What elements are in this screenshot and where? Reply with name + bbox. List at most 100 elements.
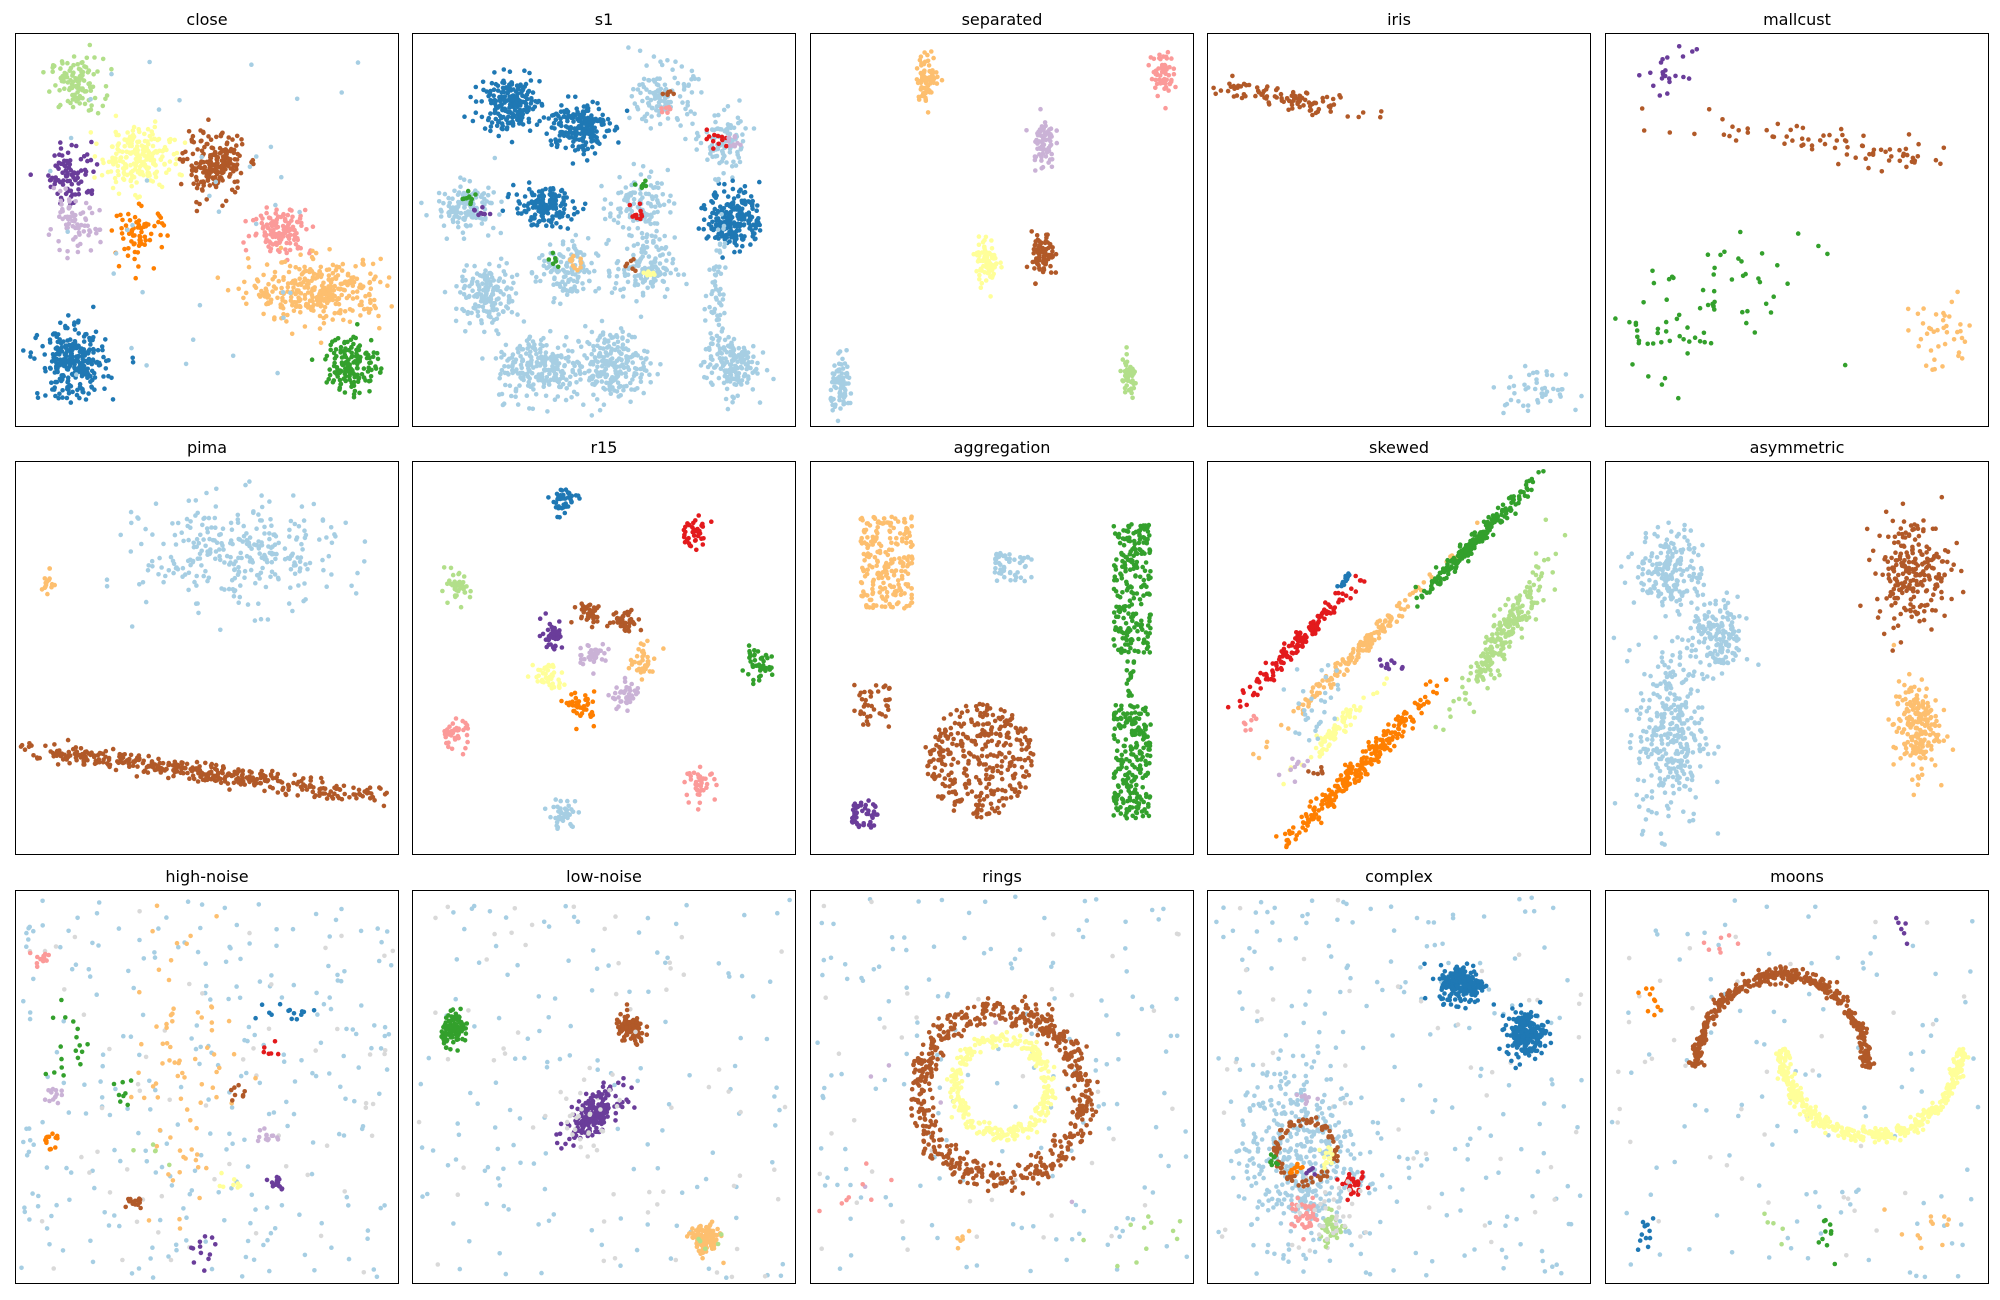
data-point — [616, 214, 622, 219]
data-point — [1641, 300, 1646, 305]
data-point — [541, 115, 547, 120]
data-point — [1124, 345, 1129, 350]
data-point — [732, 239, 738, 245]
data-point — [88, 373, 93, 379]
data-point — [60, 216, 65, 222]
data-point — [708, 354, 714, 359]
data-point — [1634, 328, 1640, 333]
data-point — [1261, 88, 1267, 94]
data-point — [125, 130, 130, 135]
data-point — [569, 217, 574, 222]
data-point — [499, 349, 504, 355]
data-point — [571, 253, 576, 259]
data-point — [282, 216, 288, 222]
data-point — [1630, 362, 1635, 367]
data-point — [1046, 148, 1052, 154]
data-point — [578, 144, 584, 149]
data-point — [555, 364, 560, 369]
data-point — [235, 185, 240, 190]
data-point — [744, 351, 749, 356]
data-point — [1687, 339, 1692, 344]
data-point — [1049, 157, 1055, 162]
data-point — [665, 286, 670, 292]
data-point — [297, 266, 302, 272]
data-point — [653, 204, 658, 210]
data-point — [1162, 86, 1167, 91]
data-point — [92, 175, 97, 180]
data-point — [844, 348, 849, 353]
data-point — [166, 137, 172, 143]
data-point — [479, 114, 485, 120]
data-point — [164, 170, 169, 175]
data-point — [1054, 140, 1060, 146]
data-point — [215, 155, 221, 160]
data-point — [231, 150, 237, 156]
data-point — [220, 203, 225, 208]
data-point — [150, 132, 155, 137]
data-point — [539, 371, 545, 377]
data-point — [1345, 114, 1350, 119]
data-point — [757, 228, 763, 233]
data-point — [139, 143, 145, 148]
data-point — [1041, 255, 1047, 260]
data-point — [1035, 132, 1041, 138]
data-point — [645, 95, 650, 101]
data-point — [345, 271, 351, 277]
data-point — [934, 70, 939, 75]
data-point — [604, 380, 609, 386]
data-point — [604, 372, 610, 378]
data-point — [356, 375, 362, 381]
data-point — [1032, 259, 1038, 264]
data-point — [572, 148, 578, 153]
data-point — [638, 191, 643, 196]
data-point — [460, 274, 465, 280]
data-point — [602, 387, 608, 392]
data-point — [715, 352, 720, 357]
data-point — [716, 322, 722, 328]
data-point — [77, 395, 82, 401]
data-point — [735, 193, 741, 199]
data-point — [544, 375, 550, 380]
data-point — [487, 200, 493, 206]
data-point — [200, 129, 206, 135]
data-point — [1613, 316, 1618, 321]
data-point — [603, 366, 608, 372]
data-point — [715, 343, 721, 348]
data-point — [1124, 377, 1129, 383]
data-point — [100, 347, 105, 353]
data-point — [71, 54, 77, 59]
data-point — [582, 269, 587, 275]
data-point — [1832, 145, 1838, 151]
data-point — [638, 355, 644, 361]
data-point — [225, 287, 231, 293]
data-point — [230, 353, 236, 359]
data-point — [977, 268, 983, 273]
data-point — [261, 311, 266, 317]
data-point — [235, 151, 240, 157]
data-point — [458, 184, 463, 189]
data-point — [127, 218, 133, 223]
data-point — [627, 206, 632, 212]
data-point — [73, 366, 78, 372]
data-point — [550, 206, 556, 211]
data-point — [281, 211, 286, 217]
data-point — [620, 294, 626, 299]
data-point — [99, 344, 105, 349]
data-point — [294, 96, 300, 102]
data-point — [539, 206, 544, 212]
data-point — [341, 376, 347, 382]
data-point — [643, 357, 648, 362]
data-point — [832, 363, 837, 368]
data-point — [450, 196, 455, 201]
data-point — [640, 254, 645, 259]
data-point — [75, 359, 81, 364]
data-point — [331, 378, 337, 383]
data-point — [570, 349, 575, 354]
points-layer — [1211, 73, 1584, 416]
data-point — [87, 42, 93, 48]
data-point — [150, 151, 156, 156]
data-point — [549, 113, 555, 118]
data-point — [241, 295, 246, 301]
data-point — [518, 103, 523, 108]
data-point — [1033, 281, 1038, 287]
